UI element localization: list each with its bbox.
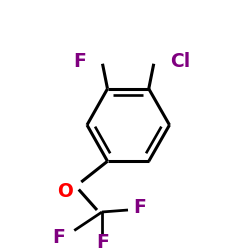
Text: F: F: [96, 233, 109, 250]
Text: F: F: [73, 52, 86, 71]
Text: O: O: [58, 182, 74, 201]
Text: F: F: [134, 198, 146, 217]
Text: F: F: [52, 228, 65, 247]
Text: Cl: Cl: [170, 52, 190, 71]
